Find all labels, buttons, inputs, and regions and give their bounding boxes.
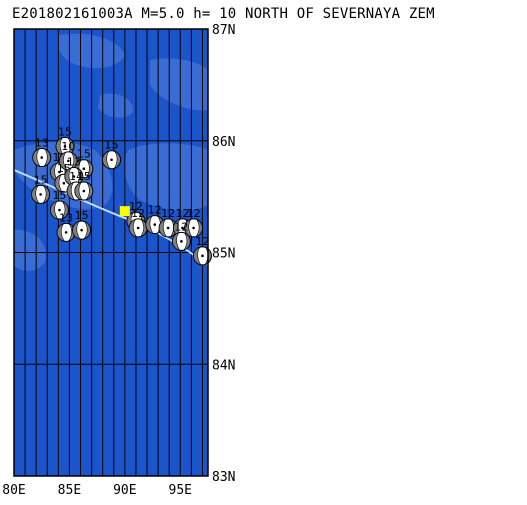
- beachball-compression-quadrant: [85, 182, 93, 201]
- beachball-compression-quadrant: [158, 218, 167, 238]
- land-area: [150, 58, 208, 111]
- focal-mechanism: 12: [128, 207, 148, 238]
- depth-label: 15: [77, 170, 91, 183]
- depth-label: 15: [52, 189, 66, 202]
- focal-mechanism: 13: [32, 137, 52, 168]
- mainshock-marker: [119, 206, 130, 217]
- beachball-center-dot: [64, 231, 68, 234]
- longitude-label: 80E: [2, 483, 25, 498]
- latitude-label: 86N: [212, 135, 235, 150]
- beachball-center-dot: [110, 158, 113, 162]
- beachball-compression-quadrant: [85, 159, 93, 178]
- beachball-center-dot: [58, 170, 61, 174]
- depth-label: 15: [105, 139, 119, 152]
- depth-label: 12: [195, 235, 209, 248]
- beachball-center-dot: [82, 167, 86, 170]
- beachball-center-dot: [136, 226, 140, 230]
- beachball-compression-quadrant: [195, 218, 203, 238]
- beachball-compression-quadrant: [83, 221, 91, 240]
- beachball-center-dot: [166, 226, 170, 230]
- beachball-compression-quadrant: [145, 215, 154, 234]
- beachball-center-dot: [80, 228, 83, 232]
- depth-label: 12: [187, 207, 201, 220]
- land-area: [124, 143, 208, 211]
- map-title: E201802161003A M=5.0 h= 10 NORTH OF SEVE…: [12, 6, 435, 22]
- beachball-center-dot: [39, 193, 42, 196]
- latitude-label: 84N: [212, 358, 235, 373]
- focal-mechanism: 12: [171, 220, 191, 251]
- depth-label: 12: [129, 200, 143, 213]
- depth-label: 13: [59, 211, 73, 224]
- focal-mechanism: 15: [55, 125, 75, 156]
- depth-label: 10: [61, 140, 75, 153]
- focal-mechanism: 12: [184, 207, 204, 238]
- beachball-compression-quadrant: [128, 218, 137, 238]
- beachball-compression-quadrant: [32, 148, 41, 167]
- depth-label: 12: [174, 220, 188, 233]
- beachball-compression-quadrant: [184, 218, 193, 238]
- beachball-center-dot: [40, 156, 44, 159]
- depth-label: 12: [161, 207, 175, 220]
- beachball-compression-quadrant: [56, 223, 65, 242]
- focal-mechanism: 12: [192, 235, 212, 266]
- focal-mechanism: 15: [31, 173, 51, 204]
- latitude-label: 85N: [212, 247, 235, 262]
- beachball-compression-quadrant: [172, 232, 181, 251]
- latitude-label: 87N: [212, 23, 235, 38]
- depth-label: 13: [35, 137, 49, 150]
- beachball-compression-quadrant: [50, 200, 59, 220]
- beachball-compression-quadrant: [31, 185, 40, 204]
- depth-label: 12: [131, 207, 145, 220]
- beachball-center-dot: [63, 145, 67, 148]
- focal-mechanism: 15: [102, 139, 122, 170]
- beachball-center-dot: [72, 175, 76, 178]
- beachball-compression-quadrant: [66, 181, 75, 201]
- depth-label: 15: [34, 173, 48, 186]
- depth-label: 12: [176, 207, 190, 220]
- depth-label: 14: [69, 170, 83, 183]
- beachball-compression-quadrant: [54, 174, 63, 193]
- latitude-label: 83N: [212, 470, 235, 485]
- depth-label: 13: [67, 156, 81, 169]
- focal-mechanism: 13: [56, 211, 76, 242]
- focal-mechanism: 15: [72, 209, 92, 240]
- focal-mechanism: 15: [74, 170, 94, 201]
- beachball-compression-quadrant: [74, 181, 83, 201]
- beachball-center-dot: [180, 240, 183, 243]
- depth-label: 12: [148, 204, 162, 217]
- beachball-compression-quadrant: [193, 246, 202, 266]
- focal-mechanism: 13: [64, 156, 84, 187]
- land-area: [14, 229, 46, 271]
- beachball-center-dot: [181, 226, 184, 230]
- depth-label: 15: [77, 148, 91, 161]
- beachball-compression-quadrant: [61, 201, 69, 220]
- focal-mechanism: 15: [49, 189, 69, 220]
- map-frame: [13, 28, 209, 477]
- beachball-center-dot: [62, 181, 66, 185]
- depth-label: 15: [75, 209, 89, 222]
- longitude-label: 95E: [169, 483, 192, 498]
- beachball-center-dot: [153, 223, 157, 226]
- beachball-compression-quadrant: [59, 151, 68, 171]
- longitude-label: 90E: [113, 483, 136, 498]
- beachball-center-dot: [201, 254, 204, 258]
- land-area: [98, 93, 134, 118]
- focal-mechanism: 10: [58, 140, 78, 171]
- beachball-compression-quadrant: [42, 185, 50, 204]
- beachball-compression-quadrant: [113, 150, 121, 169]
- depth-label: 15: [58, 125, 72, 138]
- beachball-compression-quadrant: [43, 148, 51, 167]
- beachball-compression-quadrant: [183, 232, 191, 251]
- focal-mechanism: 12: [158, 207, 178, 238]
- longitude-label: 85E: [58, 483, 81, 498]
- beachball-center-dot: [192, 226, 195, 230]
- beachball-compression-quadrant: [102, 150, 111, 170]
- beachball-center-dot: [82, 189, 86, 193]
- beachball-center-dot: [67, 159, 70, 163]
- beachball-center-dot: [58, 208, 61, 212]
- beachball-compression-quadrant: [72, 221, 81, 240]
